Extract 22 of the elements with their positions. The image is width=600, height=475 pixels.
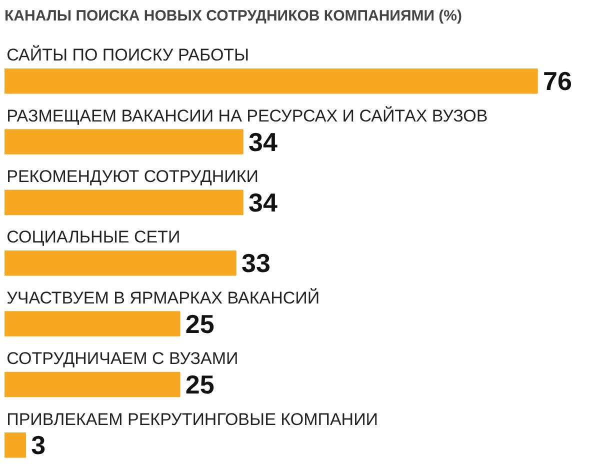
chart-title: КАНАЛЫ ПОИСКА НОВЫХ СОТРУДНИКОВ КОМПАНИЯМИ (%) bbox=[4, 8, 462, 24]
y-tick-label: ПРИВЛЕКАЕМ РЕКРУТИНГОВЫЕ КОМПАНИИ bbox=[6, 410, 378, 429]
bar bbox=[4, 250, 236, 276]
y-tick-label: УЧАСТВУЕМ В ЯРМАРКАХ ВАКАНСИЙ bbox=[6, 287, 320, 308]
bar bbox=[4, 68, 538, 94]
data-label: 3 bbox=[31, 430, 46, 460]
bar bbox=[4, 129, 244, 154]
data-label: 33 bbox=[242, 248, 270, 278]
y-tick-label: СОЦИАЛЬНЫЕ СЕТИ bbox=[6, 228, 180, 247]
data-label: 25 bbox=[185, 308, 214, 339]
data-label: 25 bbox=[185, 369, 214, 400]
bar bbox=[4, 432, 26, 458]
y-tick-label: РЕКОМЕНДУЮТ СОТРУДНИКИ bbox=[6, 167, 258, 186]
data-label: 34 bbox=[248, 126, 278, 157]
data-label: 76 bbox=[543, 66, 572, 96]
y-tick-label: РАЗМЕЩАЕМ ВАКАНСИИ НА РЕСУРСАХ И САЙТАХ ВУЗОВ bbox=[6, 105, 488, 126]
y-tick-label: САЙТЫ ПО ПОИСКУ РАБОТЫ bbox=[6, 44, 250, 65]
bar bbox=[4, 372, 180, 398]
bar bbox=[4, 190, 244, 216]
bar bbox=[4, 311, 180, 336]
data-label: 34 bbox=[248, 187, 278, 218]
y-tick-label: СОТРУДНИЧАЕМ С ВУЗАМИ bbox=[6, 349, 238, 368]
